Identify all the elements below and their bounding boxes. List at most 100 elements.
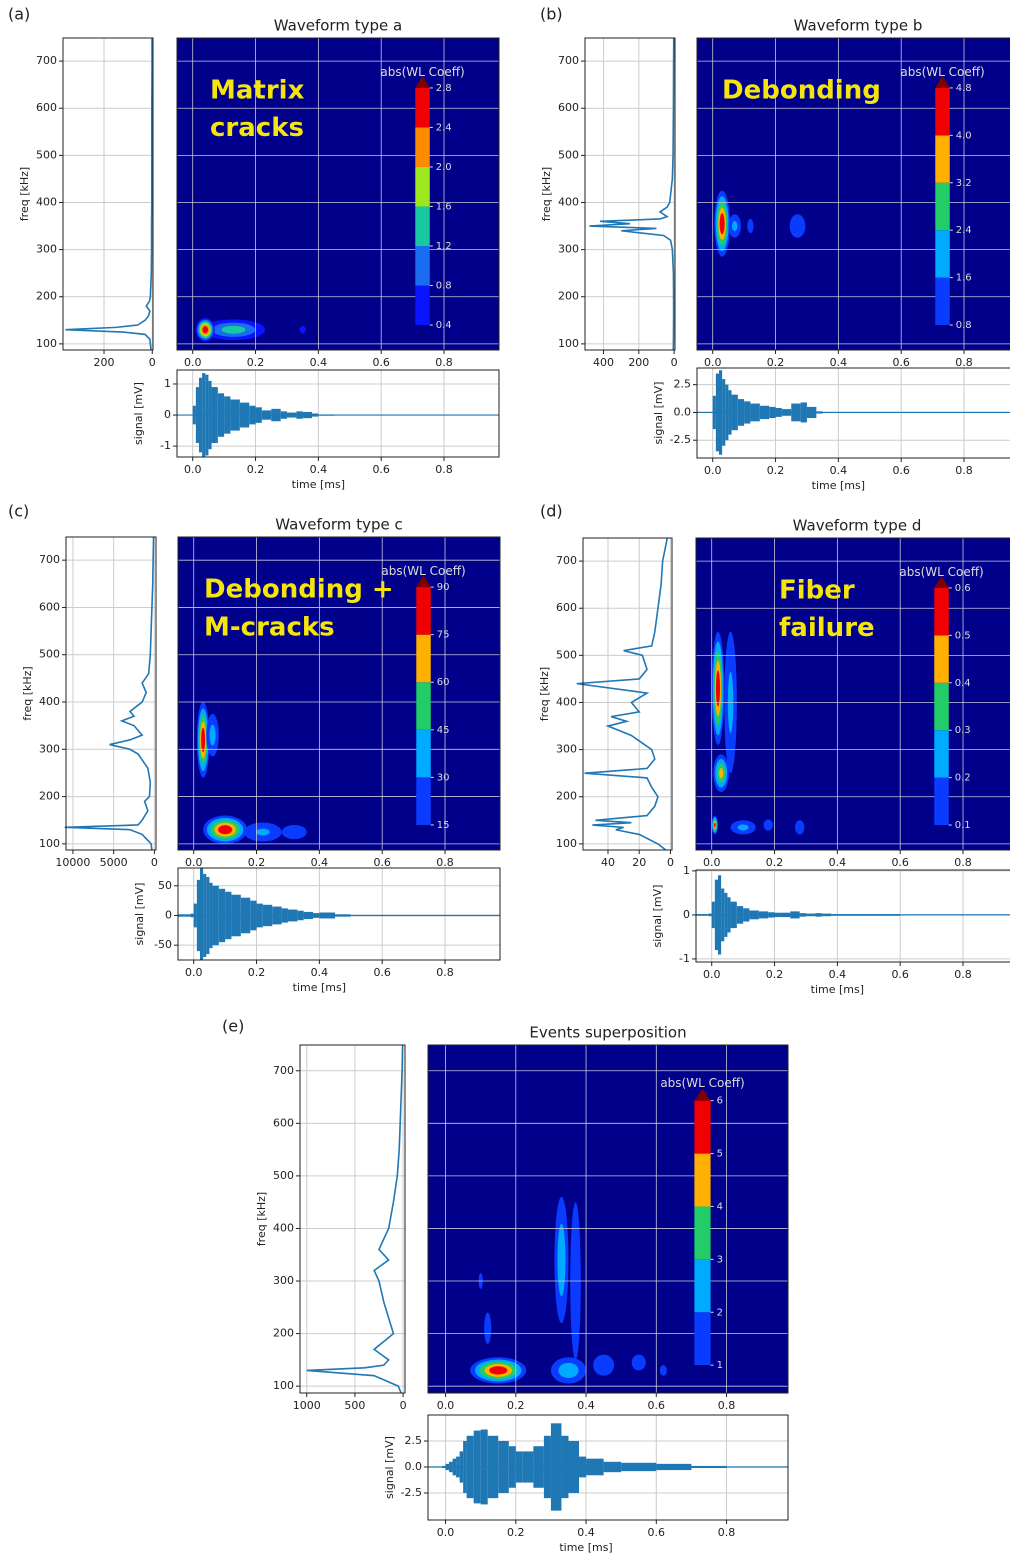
signal-envelope (413, 914, 446, 917)
signal-envelope (209, 882, 213, 949)
signal-envelope (717, 875, 722, 955)
colorbar-band (934, 682, 949, 731)
signal-envelope (691, 1465, 727, 1469)
signal-envelope (296, 411, 303, 419)
colorbar-tick-label: 2.4 (956, 225, 972, 236)
contour (255, 828, 270, 836)
x-axis-label: time [ms] (811, 983, 864, 996)
y-tick-label: 0 (164, 408, 171, 421)
signal-envelope (761, 1466, 788, 1468)
contour (719, 768, 724, 779)
scalogram-bg (178, 537, 500, 850)
coefficient-blob (206, 713, 219, 757)
signal-envelope (995, 411, 1010, 413)
signal-envelope (744, 401, 751, 424)
panel-title: Waveform type c (275, 516, 402, 534)
colorbar-tick-label: 75 (437, 630, 450, 641)
signal-envelope (727, 897, 731, 933)
x-tick-label: 0.4 (310, 356, 328, 369)
signal-envelope (350, 914, 383, 917)
signal-envelope (709, 411, 713, 413)
colorbar-label: abs(WL Coeff) (660, 1076, 744, 1090)
annotation: M-cracks (204, 612, 335, 642)
y-tick-label: 700 (556, 554, 577, 567)
y-tick-label: 400 (39, 695, 60, 708)
coefficient-blob (631, 1354, 646, 1371)
signal-envelope (550, 1423, 562, 1511)
colorbar-under (935, 325, 950, 338)
x-tick-label: 0.0 (704, 356, 722, 369)
coefficient-blob (484, 1312, 492, 1345)
contour (719, 213, 725, 235)
colorbar-band (935, 277, 950, 326)
signal-envelope (656, 1463, 692, 1471)
x-tick-label: 0.6 (891, 856, 909, 869)
colorbar-tick-label: 1 (717, 1360, 723, 1371)
signal-envelope (522, 1451, 534, 1483)
signal-envelope (508, 1446, 516, 1488)
y-tick-label: 500 (556, 648, 577, 661)
x-tick-label: 0 (671, 356, 678, 369)
signal-envelope (759, 405, 770, 420)
colorbar-band (694, 1312, 711, 1366)
signal-envelope (854, 411, 870, 413)
signal-envelope (780, 912, 791, 918)
x-tick-label: 0.4 (310, 463, 328, 476)
annotation: Fiber (779, 576, 855, 606)
axes-frame (427, 1414, 789, 1521)
y-tick-label: -2.5 (401, 1486, 422, 1499)
y-axis-label: freq [kHz] (18, 167, 31, 221)
colorbar-tick-label: 0.8 (436, 281, 452, 292)
panel-title: Events superposition (529, 1024, 686, 1042)
colorbar-tick-label: 2 (717, 1307, 723, 1318)
signal-envelope (498, 1440, 509, 1493)
contour (659, 1365, 667, 1376)
contour (489, 1366, 508, 1375)
spectrum-bg (585, 38, 675, 350)
contour (221, 325, 246, 334)
colorbar-band (415, 87, 430, 128)
y-tick-label: 0 (683, 908, 690, 921)
axes-frame (696, 37, 1010, 351)
signal-envelope (712, 395, 716, 430)
signal-envelope (272, 906, 282, 925)
y-tick-label: 0 (165, 908, 172, 921)
signal-envelope (476, 914, 500, 917)
scalogram-bg (177, 38, 499, 350)
colorbar-under (415, 325, 430, 338)
signal-envelope (203, 873, 207, 958)
coefficient-blob (789, 214, 806, 238)
signal-envelope (832, 411, 839, 413)
signal-envelope (711, 901, 715, 929)
signal-envelope (750, 403, 760, 422)
coefficient-blob (550, 1357, 587, 1384)
y-tick-label: 200 (558, 290, 579, 303)
signal-envelope (231, 894, 241, 937)
axes-frame (695, 869, 1010, 963)
signal-envelope (487, 1435, 499, 1499)
x-tick-label: 0.8 (435, 463, 453, 476)
y-tick-label: 300 (39, 742, 60, 755)
y-tick-label: 100 (556, 837, 577, 850)
y-tick-label: 200 (273, 1327, 294, 1340)
y-tick-label: 0.0 (405, 1460, 423, 1473)
colorbar-under (694, 1365, 711, 1378)
colorbar-band (934, 777, 949, 826)
signal-envelope (561, 1435, 569, 1499)
y-tick-label: 100 (39, 837, 60, 850)
signal-envelope (205, 374, 209, 456)
colorbar-tick-label: 0.1 (955, 820, 971, 831)
signal-envelope (714, 879, 718, 951)
coefficient-blob (195, 317, 215, 342)
signal-envelope (533, 1446, 544, 1488)
signal-envelope (603, 1461, 622, 1473)
colorbar-band (694, 1206, 711, 1260)
coefficient-blob (763, 819, 773, 831)
contour (484, 1312, 492, 1345)
signal-envelope (774, 912, 781, 918)
contour (202, 326, 209, 334)
signal-envelope (195, 387, 199, 444)
signal-area (177, 370, 499, 457)
scalogram-bg (697, 38, 1010, 350)
